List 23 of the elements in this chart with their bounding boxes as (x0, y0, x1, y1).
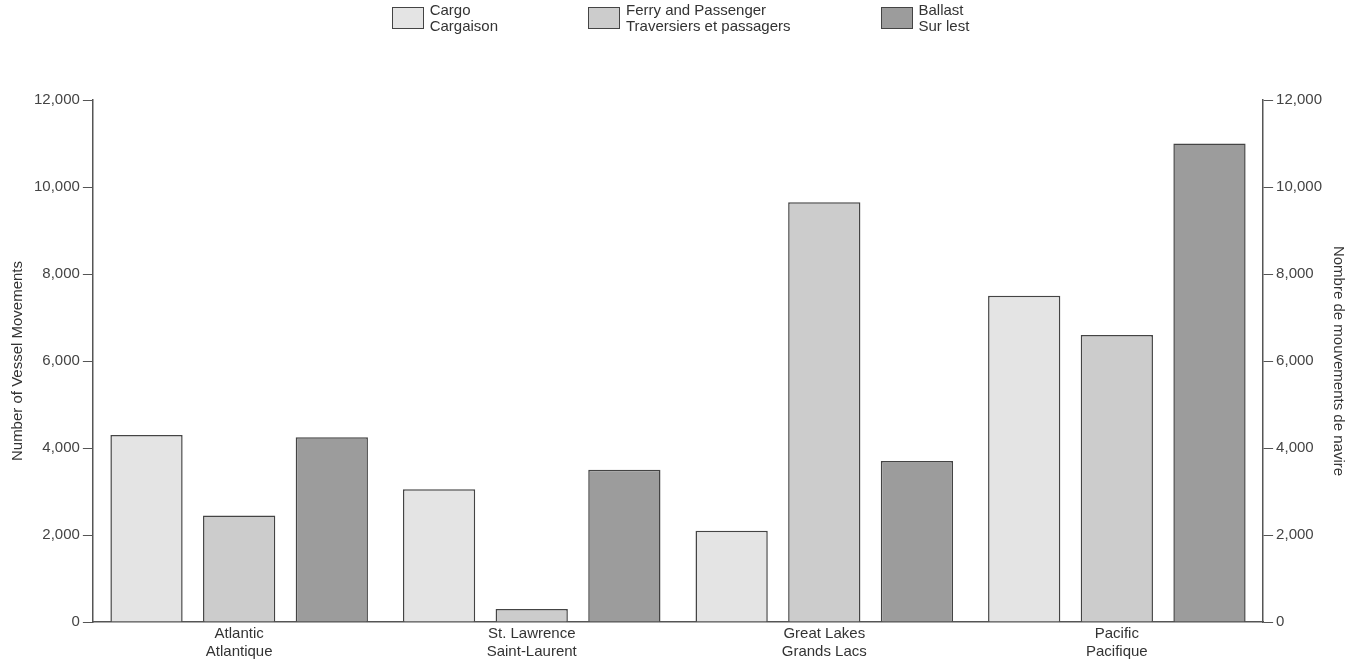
y-tick-label: 10,000 (33, 177, 80, 195)
y2-tick-label: 12,000 (1276, 90, 1323, 108)
y-tick-label: 8,000 (42, 264, 80, 282)
y-tick-label: 0 (71, 612, 80, 630)
legend-label: Ferry and Passenger Traversiers et passagers (626, 1, 791, 34)
y-axis-title: Number of Vessel Movements (8, 260, 26, 462)
y-tick-label: 12,000 (33, 90, 80, 108)
x-tick-label: Atlantic Atlantique (205, 624, 273, 660)
y2-axis-title: Nombre de mouvements de navire (1330, 245, 1348, 477)
y2-tick-label: 10,000 (1276, 177, 1323, 195)
y-tick-label: 6,000 (42, 351, 80, 369)
legend-label: Ballast Sur lest (918, 1, 970, 34)
x-tick-label: Pacific Pacifique (1085, 624, 1148, 660)
y2-tick-label: 2,000 (1276, 525, 1314, 543)
legend-label: Cargo Cargaison (429, 1, 498, 34)
y2-tick-label: 6,000 (1276, 351, 1314, 369)
y-tick-label: 2,000 (42, 525, 80, 543)
y2-tick-label: 0 (1276, 612, 1285, 630)
y2-tick-label: 4,000 (1276, 438, 1314, 456)
y-tick-label: 4,000 (42, 438, 80, 456)
x-tick-label: Great Lakes Grands Lacs (781, 624, 867, 660)
y2-tick-label: 8,000 (1276, 264, 1314, 282)
x-tick-label: St. Lawrence Saint-Laurent (486, 624, 578, 660)
